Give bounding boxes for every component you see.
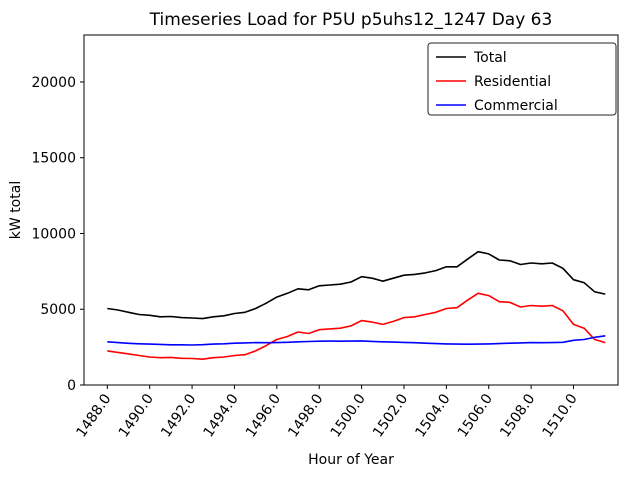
y-axis-label: kW total [8,181,24,239]
legend: Total Residential Commercial [427,42,617,116]
series-line-commercial [107,335,606,346]
x-axis-label: Hour of Year [308,452,394,468]
x-tick-label: 1510.0 [540,391,581,440]
x-tick-label: 1508.0 [497,391,538,440]
x-tick-label: 1492.0 [158,391,199,440]
chart-title: Timeseries Load for P5U p5uhs12_1247 Day… [149,10,553,30]
y-tick-label: 0 [67,378,76,394]
y-tick-label: 5000 [40,302,76,318]
y-tick-label: 10000 [31,226,76,242]
legend-label-total: Total [473,50,507,66]
x-tick-label: 1498.0 [285,391,326,440]
x-tick-label: 1490.0 [116,391,157,440]
series-line-residential [107,292,606,361]
legend-label-residential: Residential [474,74,551,90]
x-tick-label: 1494.0 [201,391,242,440]
x-tick-label: 1496.0 [243,391,284,440]
plot-border [83,34,619,386]
x-tick-label: 1506.0 [455,391,496,440]
plot-area: 1488.0 1490.0 1492.0 1494.0 1496.0 1498.0 1500… [31,75,606,440]
y-tick-label: 15000 [31,151,76,167]
x-tick-label: 1502.0 [370,391,411,440]
legend-box [427,42,617,116]
legend-label-commercial: Commercial [474,98,558,114]
series-line-total [107,250,606,320]
y-tick-label: 20000 [31,75,76,91]
x-tick-label: 1500.0 [328,391,369,440]
x-tick-label: 1488.0 [73,391,114,440]
x-tick-label: 1504.0 [412,391,453,440]
